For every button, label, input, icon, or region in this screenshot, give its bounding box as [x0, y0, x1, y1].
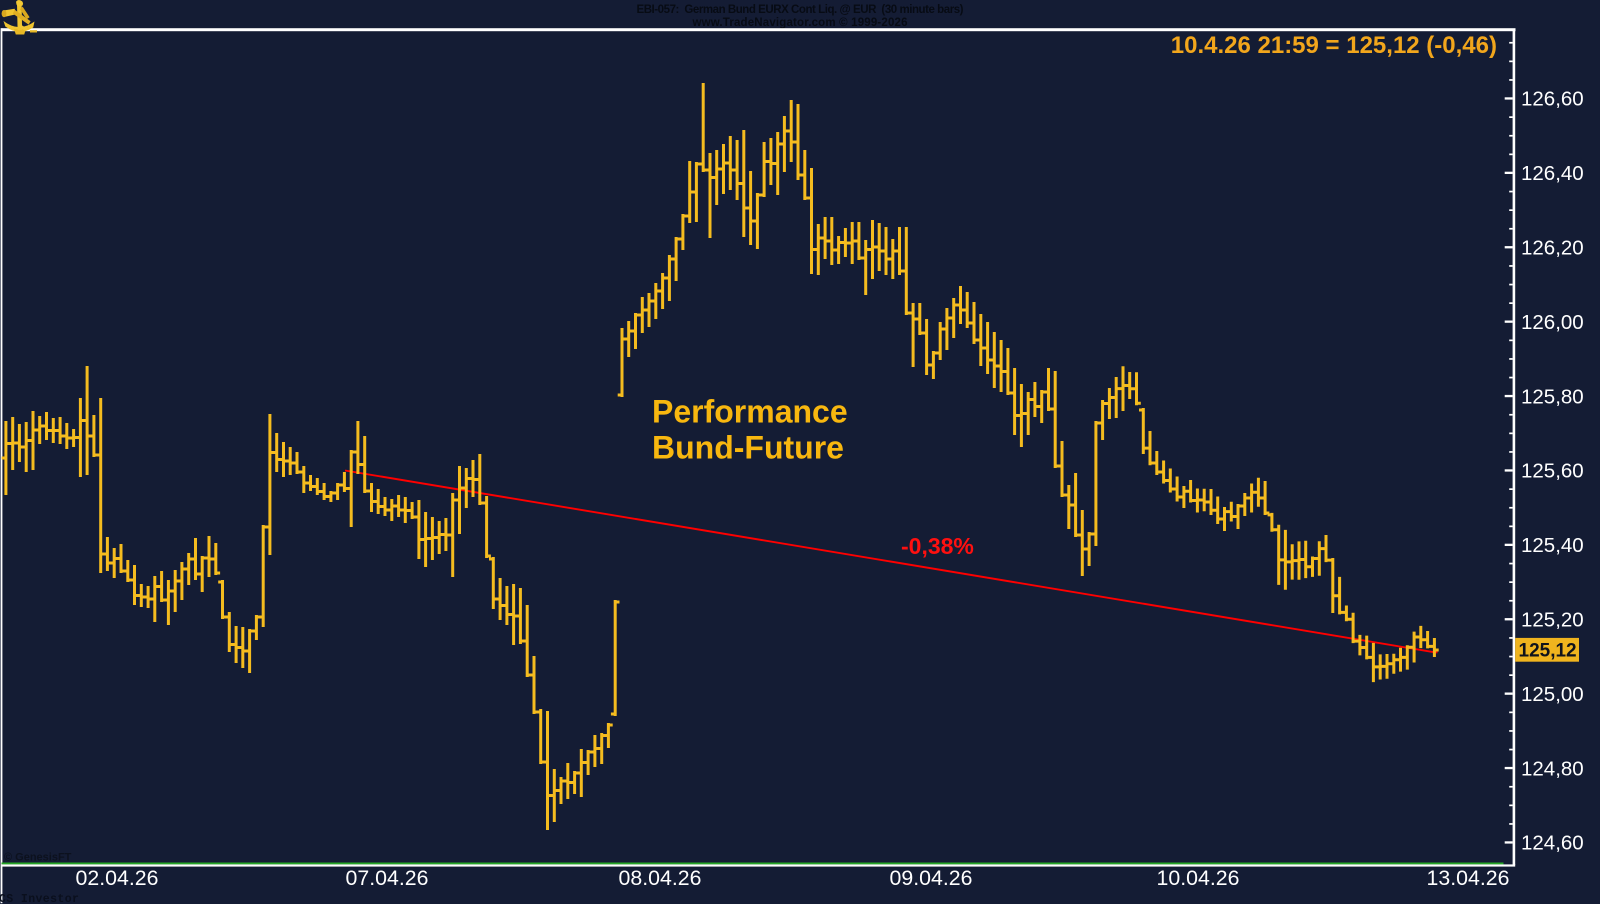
svg-text:124,60: 124,60: [1521, 832, 1584, 855]
svg-text:02.04.26: 02.04.26: [76, 866, 159, 890]
svg-text:125,20: 125,20: [1521, 609, 1584, 632]
svg-text:125,40: 125,40: [1521, 534, 1584, 557]
svg-text:124,80: 124,80: [1521, 757, 1584, 780]
svg-text:Bund-Future: Bund-Future: [652, 430, 844, 466]
svg-text:125,00: 125,00: [1521, 683, 1584, 706]
svg-text:www.TradeNavigator.com © 1999-: www.TradeNavigator.com © 1999-2026: [692, 17, 908, 29]
svg-text:125,60: 125,60: [1521, 460, 1584, 483]
svg-text:125,12: 125,12: [1519, 641, 1577, 662]
svg-text:10.04.26: 10.04.26: [1157, 866, 1240, 890]
svg-text:EBI-057: German Bund EURX Con: EBI-057: German Bund EURX Cont Liq. @ EU…: [637, 4, 964, 16]
svg-text:126,20: 126,20: [1521, 237, 1584, 260]
svg-text:10.4.26 21:59 = 125,12 (-0,46): 10.4.26 21:59 = 125,12 (-0,46): [1171, 32, 1497, 59]
svg-text:126,00: 126,00: [1521, 311, 1584, 334]
svg-text:126,60: 126,60: [1521, 88, 1584, 111]
svg-text:© GenesisFT: © GenesisFT: [4, 852, 72, 864]
svg-text:07.04.26: 07.04.26: [346, 866, 429, 890]
svg-text:CS Investor: CS Investor: [0, 893, 79, 904]
svg-text:-0,38%: -0,38%: [901, 533, 974, 559]
svg-text:08.04.26: 08.04.26: [619, 866, 702, 890]
svg-text:Performance: Performance: [652, 394, 848, 430]
svg-text:09.04.26: 09.04.26: [890, 866, 973, 890]
svg-text:13.04.26: 13.04.26: [1427, 866, 1510, 890]
svg-text:126,40: 126,40: [1521, 162, 1584, 185]
svg-text:125,80: 125,80: [1521, 385, 1584, 408]
